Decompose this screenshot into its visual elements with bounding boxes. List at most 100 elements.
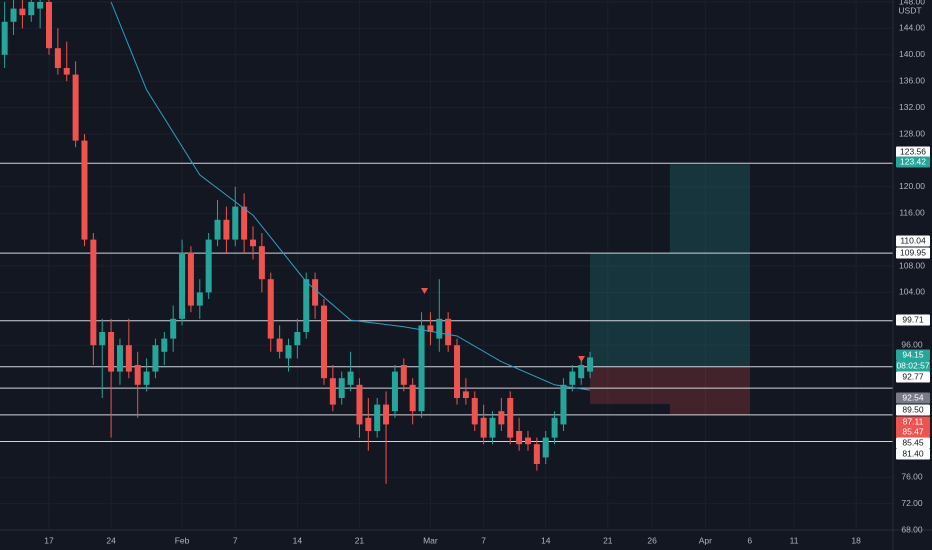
candle-body: [285, 345, 292, 359]
y-tick-label: 96.00: [901, 339, 923, 349]
candle-body: [116, 345, 123, 372]
candle-body: [471, 398, 478, 425]
y-tick-label: 128.00: [899, 128, 925, 138]
candle-body: [560, 384, 567, 425]
x-tick-label: 7: [481, 535, 486, 545]
x-tick-label: 17: [44, 535, 54, 545]
candle-body: [365, 417, 372, 431]
candle-body: [329, 378, 336, 405]
candle-body: [524, 437, 531, 445]
candle-body: [267, 279, 274, 339]
candle-body: [170, 318, 177, 339]
price-label: 85.47: [902, 426, 924, 436]
y-tick-label: 68.00: [901, 524, 923, 534]
candle-body: [81, 140, 88, 240]
candle-body: [54, 48, 61, 68]
candle-body: [72, 74, 79, 141]
candle-body: [391, 371, 398, 412]
candle-body: [383, 404, 390, 425]
price-label: 109.95: [900, 247, 926, 257]
x-tick-label: 21: [603, 535, 613, 545]
price-label: 85.45: [902, 437, 924, 447]
candle-body: [294, 332, 301, 346]
x-tick-label: 14: [541, 535, 551, 545]
candle-body: [427, 325, 434, 332]
y-tick-label: 144.00: [899, 23, 925, 33]
candle-body: [454, 345, 461, 398]
x-tick-label: Feb: [175, 535, 190, 545]
position-zone: [669, 164, 750, 254]
x-tick-label: 6: [747, 535, 752, 545]
candle-body: [445, 318, 452, 346]
candle-body: [1, 21, 8, 55]
price-label-box: [896, 392, 930, 404]
candle-body: [179, 252, 186, 319]
candle-body: [480, 417, 487, 438]
currency-label: USDT: [898, 5, 921, 15]
candle-body: [312, 279, 319, 306]
candle-body: [587, 357, 594, 372]
y-tick-label: 104.00: [899, 287, 925, 297]
signal-marker: [421, 288, 428, 294]
x-tick-label: Mar: [423, 535, 438, 545]
price-label: 92.54: [902, 392, 924, 402]
x-tick-label: 11: [790, 535, 799, 545]
candle-body: [356, 384, 363, 425]
candle-body: [37, 2, 44, 9]
candle-body: [498, 411, 505, 425]
candle-body: [542, 437, 549, 458]
y-tick-label: 120.00: [899, 181, 925, 191]
candle-body: [320, 305, 327, 379]
price-label: 110.04: [900, 235, 926, 245]
y-tick-label: 140.00: [899, 49, 925, 59]
candle-body: [232, 206, 239, 240]
candle-body: [161, 338, 168, 352]
price-label-box: [896, 156, 930, 168]
countdown-timer: 08:02:57: [896, 360, 929, 370]
candle-body: [205, 239, 212, 293]
candle-body: [223, 219, 230, 240]
candle-body: [533, 444, 540, 464]
candle-body: [196, 292, 203, 306]
candle-body: [19, 8, 26, 16]
candle-body: [516, 431, 523, 445]
price-label: 92.77: [902, 371, 924, 381]
y-tick-label: 76.00: [901, 471, 923, 481]
timer-box: [896, 360, 930, 372]
candle-body: [28, 2, 35, 16]
candle-body: [507, 398, 514, 438]
price-label-box: [896, 235, 930, 247]
candle-body: [409, 384, 416, 412]
candle-body: [214, 219, 221, 240]
y-tick-label: 116.00: [899, 207, 925, 217]
candle-body: [400, 365, 407, 385]
candle-body: [99, 332, 106, 346]
candle-body: [143, 371, 150, 385]
candle-body: [374, 404, 381, 431]
y-tick-label: 108.00: [899, 260, 925, 270]
y-tick-label: 72.00: [901, 498, 923, 508]
candle-body: [134, 365, 141, 385]
price-label: 87.11: [903, 416, 924, 426]
moving-average: [110, 1, 591, 391]
x-tick-label: 24: [106, 535, 116, 545]
price-label-box: [896, 426, 930, 438]
candle-body: [436, 318, 443, 339]
candle-body: [276, 338, 283, 352]
price-label-box: [896, 146, 930, 158]
price-label: 123.42: [900, 156, 926, 166]
x-tick-label: 18: [851, 535, 861, 545]
candle-body: [125, 345, 132, 372]
signal-marker: [578, 356, 585, 362]
position-zone: [669, 403, 750, 415]
candle-body: [90, 239, 97, 346]
candle-body: [258, 246, 265, 280]
candle-body: [187, 252, 194, 306]
price-label-box: [896, 404, 930, 416]
x-tick-label: 21: [355, 535, 365, 545]
price-label: 81.40: [902, 448, 924, 458]
position-zone: [590, 253, 750, 367]
candle-body: [418, 325, 425, 412]
candle-body: [578, 365, 585, 379]
